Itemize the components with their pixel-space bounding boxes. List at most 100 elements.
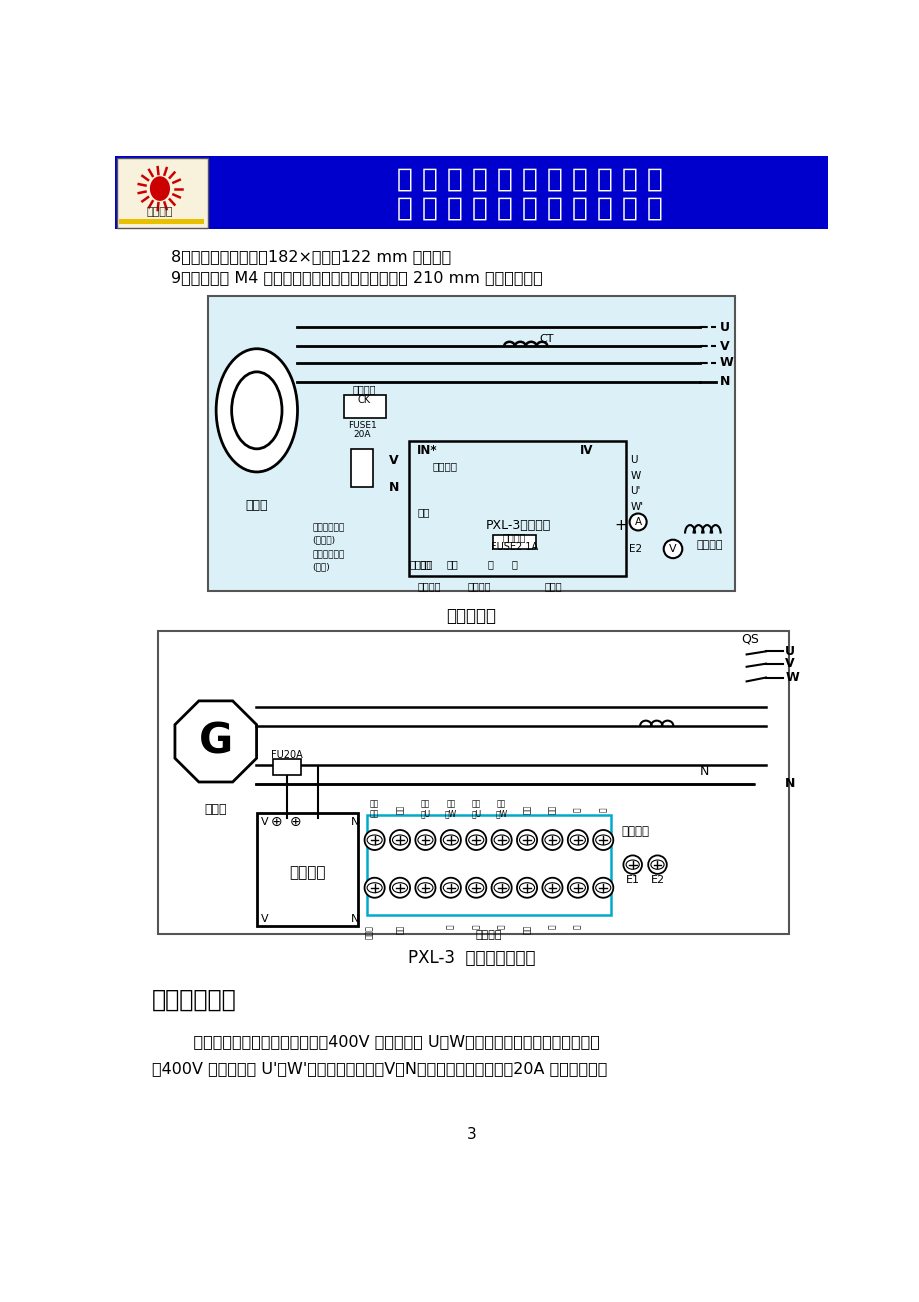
Text: 外起励: 外起励 — [365, 924, 384, 939]
Text: 分: 分 — [548, 924, 556, 930]
Bar — [409, 441, 626, 575]
Circle shape — [593, 829, 613, 850]
Text: PXL-3  励磁接线示意图: PXL-3 励磁接线示意图 — [407, 949, 535, 967]
Text: E1: E1 — [629, 518, 641, 529]
Text: 增: 增 — [573, 807, 582, 811]
Text: 电源: 电源 — [522, 805, 531, 814]
Ellipse shape — [544, 835, 560, 845]
Text: N: N — [389, 480, 399, 493]
Text: U: U — [630, 456, 637, 465]
Text: 发电
机U: 发电 机U — [471, 799, 481, 819]
Text: V: V — [389, 454, 398, 467]
Circle shape — [364, 878, 384, 898]
Text: CK: CK — [357, 395, 370, 405]
Circle shape — [663, 540, 682, 559]
Text: FUSE1: FUSE1 — [347, 422, 376, 430]
Ellipse shape — [443, 883, 458, 893]
Text: 励磁线圈: 励磁线圈 — [696, 540, 722, 549]
Ellipse shape — [392, 835, 407, 845]
Ellipse shape — [468, 883, 483, 893]
Text: 电 站 自 动 化 改 造 解 决 方 案: 电 站 自 动 化 改 造 解 决 方 案 — [396, 195, 662, 221]
Circle shape — [567, 829, 587, 850]
Text: 网电
压U: 网电 压U — [420, 799, 430, 819]
Ellipse shape — [417, 835, 433, 845]
Text: ⊕: ⊕ — [289, 815, 301, 829]
Text: 励磁输出: 励磁输出 — [620, 825, 649, 838]
Ellipse shape — [150, 176, 170, 201]
Bar — [117, 158, 208, 228]
Text: 减: 减 — [598, 807, 607, 811]
Text: 公共: 公共 — [446, 560, 458, 569]
Text: （400V 线电压）接 U'、W'；励磁供电电源（V、N端）接发电机相电压，20A 快速熔断器串: （400V 线电压）接 U'、W'；励磁供电电源（V、N端）接发电机相电压，20… — [152, 1061, 607, 1075]
Text: V: V — [260, 818, 268, 827]
Ellipse shape — [595, 835, 610, 845]
Circle shape — [542, 829, 562, 850]
Text: V: V — [719, 340, 729, 353]
Text: V: V — [668, 544, 676, 553]
Text: 3: 3 — [466, 1126, 476, 1142]
Bar — [119, 219, 204, 224]
Circle shape — [390, 829, 410, 850]
Circle shape — [440, 878, 460, 898]
Circle shape — [629, 513, 646, 530]
Text: W': W' — [630, 501, 642, 512]
Text: 合闸: 合闸 — [522, 924, 531, 934]
Ellipse shape — [595, 883, 610, 893]
Text: N: N — [699, 764, 709, 777]
Text: 用: 用 — [573, 924, 582, 930]
Circle shape — [440, 829, 460, 850]
Text: U: U — [719, 320, 729, 333]
Ellipse shape — [468, 835, 483, 845]
Text: QS: QS — [741, 633, 758, 646]
Text: 实线为内供电
(非独立): 实线为内供电 (非独立) — [312, 523, 345, 544]
Bar — [256, 812, 357, 926]
Text: U': U' — [630, 486, 640, 496]
Text: A: A — [634, 517, 641, 527]
Text: N: N — [719, 375, 729, 388]
Ellipse shape — [392, 883, 407, 893]
Text: 停: 停 — [446, 924, 455, 930]
Text: 并网信号: 并网信号 — [416, 581, 440, 591]
Ellipse shape — [519, 835, 534, 845]
Text: 接线原理图: 接线原理图 — [446, 607, 496, 625]
Ellipse shape — [417, 883, 433, 893]
Text: 9．安装：用 M4 螺钉将装置后支架固定在离安装面 210 mm 处的支梁上。: 9．安装：用 M4 螺钉将装置后支架固定在离安装面 210 mm 处的支梁上。 — [171, 271, 542, 285]
Text: 减: 减 — [511, 560, 516, 569]
Text: W: W — [630, 471, 640, 480]
Ellipse shape — [443, 835, 458, 845]
Text: 励磁
电源: 励磁 电源 — [369, 799, 379, 819]
Text: FU20A: FU20A — [271, 750, 302, 760]
Ellipse shape — [367, 835, 381, 845]
Text: CT: CT — [539, 333, 553, 344]
Text: 并网: 并网 — [419, 560, 430, 569]
Text: 励磁开关: 励磁开关 — [289, 865, 325, 880]
Text: 故障: 故障 — [417, 506, 429, 517]
Bar — [367, 815, 610, 915]
Text: 工作电源: 工作电源 — [502, 533, 526, 543]
Ellipse shape — [494, 835, 508, 845]
Text: 20A: 20A — [353, 431, 370, 440]
Text: 外起励: 外起励 — [543, 581, 562, 591]
Text: 8．开孔尺寸：（长）182×（高）122 mm 见外形图: 8．开孔尺寸：（长）182×（高）122 mm 见外形图 — [171, 249, 450, 263]
Text: N: N — [785, 777, 795, 790]
Circle shape — [516, 829, 537, 850]
Text: 外接按钮: 外接按钮 — [467, 581, 491, 591]
Text: 增: 增 — [487, 560, 494, 569]
Text: 增: 增 — [471, 924, 481, 930]
Text: 励磁开关: 励磁开关 — [352, 384, 376, 393]
Bar — [115, 156, 827, 229]
Text: 电源: 电源 — [395, 805, 404, 814]
Ellipse shape — [494, 883, 508, 893]
Ellipse shape — [519, 883, 534, 893]
Text: 接线示意图如上：发电机电压（400V 线电压）接 U、W；需要电网电压跟踪时电网电压: 接线示意图如上：发电机电压（400V 线电压）接 U、W；需要电网电压跟踪时电网… — [173, 1034, 599, 1049]
Text: V: V — [260, 914, 268, 923]
Text: 三、安装接线: 三、安装接线 — [152, 988, 237, 1012]
Text: W: W — [785, 671, 799, 684]
Bar — [208, 297, 734, 591]
Text: ⊕: ⊕ — [270, 815, 282, 829]
Text: 网电
压W: 网电 压W — [444, 799, 457, 819]
Bar — [157, 631, 789, 934]
Ellipse shape — [216, 349, 297, 471]
Ellipse shape — [626, 861, 639, 870]
Ellipse shape — [544, 883, 560, 893]
